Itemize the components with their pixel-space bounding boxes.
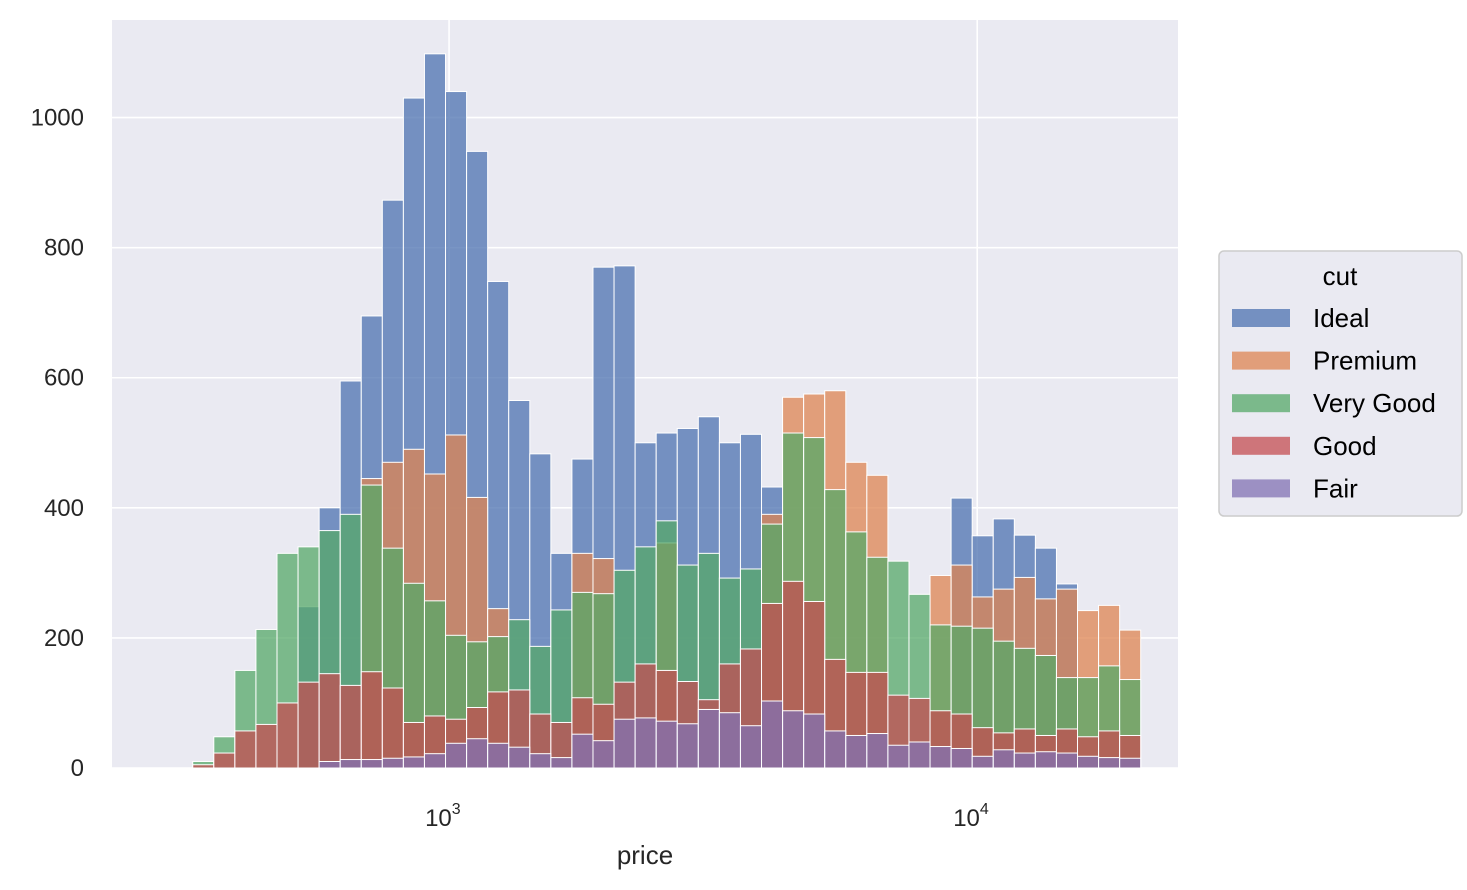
- bar: [508, 746, 531, 769]
- legend-label: Premium: [1313, 346, 1417, 376]
- y-tick-label: 200: [44, 625, 84, 652]
- legend-label: Very Good: [1313, 388, 1436, 418]
- bar: [845, 734, 868, 769]
- bar: [529, 753, 552, 769]
- x-axis-ticks: 103 104: [425, 801, 989, 832]
- bar: [1034, 751, 1057, 769]
- x-tick-label: 104: [953, 801, 989, 832]
- bar: [297, 681, 320, 769]
- bar: [971, 755, 994, 769]
- y-tick-label: 0: [71, 755, 84, 782]
- bar: [697, 708, 720, 769]
- bar: [339, 759, 362, 769]
- legend-swatch: [1232, 394, 1290, 413]
- bar: [213, 752, 236, 769]
- bar: [381, 757, 404, 769]
- bar: [487, 742, 510, 769]
- bar: [423, 753, 447, 769]
- legend-label: Fair: [1313, 473, 1358, 503]
- bar: [718, 712, 741, 769]
- legend-label: Ideal: [1313, 303, 1369, 333]
- legend-swatch: [1232, 309, 1290, 327]
- bar: [445, 742, 468, 769]
- bar: [234, 730, 257, 769]
- y-tick-label: 800: [44, 235, 84, 262]
- bar: [866, 733, 889, 769]
- bar: [634, 717, 657, 769]
- bar: [360, 759, 383, 769]
- bar: [929, 746, 952, 769]
- bar: [992, 749, 1015, 769]
- y-tick-label: 600: [44, 365, 84, 392]
- bar: [908, 741, 931, 769]
- bars: [192, 53, 1142, 769]
- bar: [592, 740, 615, 769]
- x-axis-label: price: [617, 840, 673, 870]
- bar: [255, 723, 278, 769]
- bar: [1098, 757, 1121, 769]
- bar: [381, 687, 404, 769]
- bar: [360, 671, 383, 769]
- bar: [824, 730, 847, 769]
- legend-label: Good: [1313, 431, 1377, 461]
- bar: [803, 713, 826, 769]
- y-tick-label: 1000: [31, 105, 84, 132]
- legend-swatch: [1232, 436, 1290, 455]
- bar: [950, 747, 973, 769]
- bar: [466, 738, 489, 769]
- series-fair: [318, 700, 1142, 769]
- bar: [550, 757, 573, 769]
- bar: [1077, 755, 1100, 769]
- bar: [318, 760, 341, 769]
- bar: [192, 764, 215, 769]
- bar: [655, 720, 678, 769]
- bar: [613, 718, 636, 769]
- x-tick-label: 103: [425, 801, 461, 832]
- bar: [1119, 757, 1142, 769]
- y-tick-label: 400: [44, 495, 84, 522]
- legend: cut Ideal Premium Very Good Good Fair: [1218, 250, 1463, 517]
- legend-swatch: [1232, 479, 1290, 498]
- bar: [739, 725, 763, 769]
- bar: [1055, 752, 1079, 769]
- bar: [318, 673, 341, 769]
- bar: [676, 723, 699, 769]
- bar: [339, 684, 362, 769]
- legend-title: cut: [1323, 261, 1358, 291]
- bar: [276, 702, 299, 769]
- bar: [782, 710, 805, 769]
- bar: [1013, 752, 1036, 769]
- bar: [887, 744, 910, 769]
- bar: [761, 700, 784, 769]
- y-axis-ticks: 0 200 400 600 800 1000: [31, 105, 84, 782]
- legend-items: Ideal Premium Very Good Good Fair: [1232, 303, 1436, 503]
- bar: [402, 756, 425, 769]
- bar: [571, 733, 594, 769]
- legend-swatch: [1232, 351, 1290, 370]
